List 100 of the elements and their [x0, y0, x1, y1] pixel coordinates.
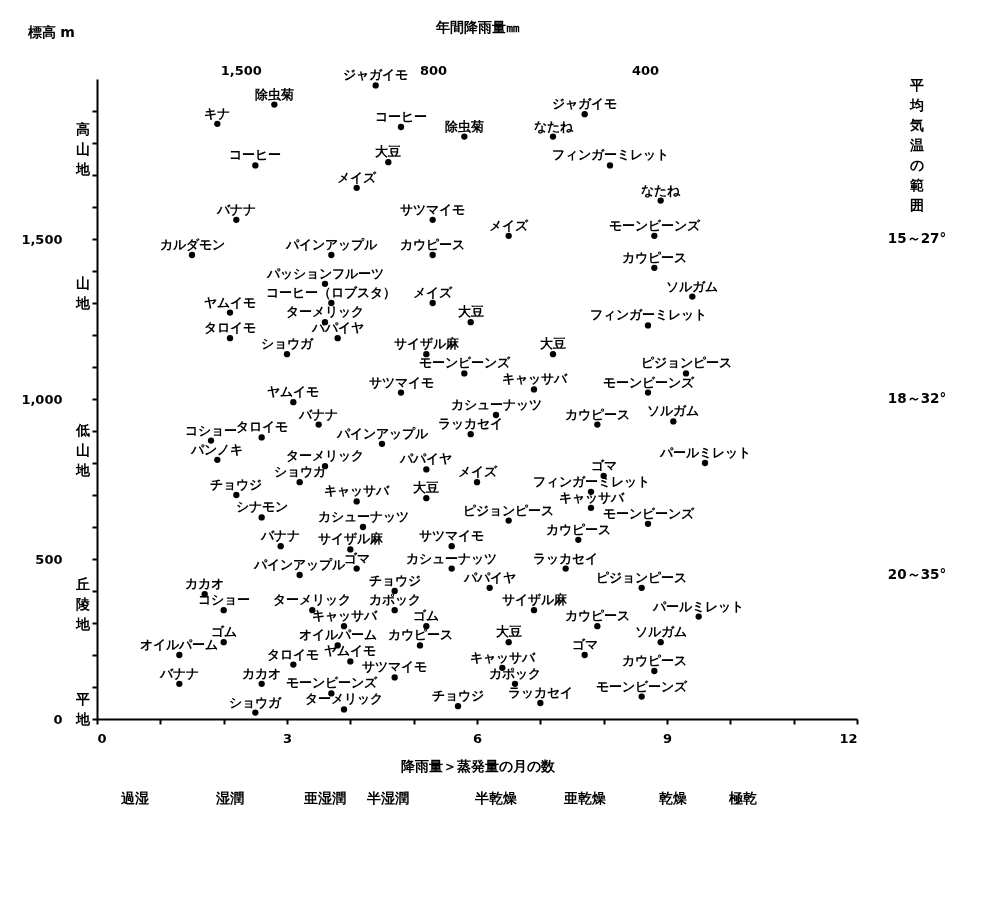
data-label: ゴム: [210, 624, 237, 640]
data-label: パールミレット: [652, 598, 745, 614]
text: 湿潤: [215, 790, 244, 806]
data-label: キャッサバ: [324, 483, 391, 499]
data-label: ソルガム: [647, 403, 700, 419]
data-label: サイザル麻: [501, 592, 568, 608]
y-tick-label: 1,000: [21, 391, 63, 407]
data-label: カカオ: [185, 576, 225, 592]
text: 20～35°: [887, 566, 947, 582]
data-label: パンノキ: [190, 441, 244, 457]
data-label: カウピース: [621, 653, 687, 668]
y-tick-label: 500: [35, 551, 63, 567]
data-label: フィンガーミレット: [551, 147, 669, 163]
data-label: カシューナッツ: [406, 550, 498, 566]
data-label: サイザル麻: [393, 336, 460, 352]
data-label: カカオ: [242, 665, 282, 681]
text: 亜湿潤: [303, 790, 346, 806]
x-tick-label: 6: [472, 730, 483, 746]
data-label: モーンビーンズ: [596, 678, 689, 694]
data-label: パインアップル: [335, 425, 429, 441]
data-label: ソルガム: [634, 624, 687, 640]
data-label: ターメリック: [286, 448, 364, 464]
x2-tick-label: 1,500: [220, 62, 262, 78]
data-label: バナナ: [260, 528, 301, 544]
data-label: キャッサバ: [311, 608, 378, 624]
data-label: キャッサバ: [469, 649, 536, 665]
data-label: モーンビーンズ: [285, 675, 378, 691]
data-label: ヤムイモ: [324, 643, 377, 659]
data-label: パパイヤ: [399, 451, 453, 467]
data-label: キャッサバ: [558, 489, 625, 505]
text: 平均気温の範囲: [909, 77, 924, 213]
data-label: チョウジ: [210, 477, 263, 492]
data-label: ラッカセイ: [507, 685, 573, 700]
data-label: なたね: [641, 182, 682, 198]
data-label: 大豆: [495, 624, 522, 640]
data-label: メイズ: [337, 169, 378, 185]
data-label: ラッカセイ: [533, 550, 599, 566]
data-label: 除虫菊: [444, 118, 484, 134]
data-label: ターメリック: [273, 592, 352, 608]
data-label: パパイヤ: [462, 569, 516, 585]
x-tick-label: 3: [282, 730, 293, 746]
x-tick-label: 0: [97, 730, 107, 746]
data-label: キャッサバ: [501, 371, 568, 387]
data-label: カシューナッツ: [450, 397, 542, 412]
data-label: バナナ: [215, 201, 256, 217]
data-label: サツマイモ: [368, 374, 434, 390]
x-axis-title: 降雨量＞蒸発量の月の数: [400, 757, 556, 774]
data-label: ショウガ: [261, 336, 314, 352]
data-label: ジャガイモ: [343, 67, 409, 83]
data-label: カウピース: [387, 627, 453, 643]
data-label: ヤムイモ: [267, 384, 320, 400]
data-label: シナモン: [235, 499, 288, 515]
data-label: サイザル麻: [317, 531, 384, 547]
data-label: メイズ: [489, 217, 530, 233]
data-label: フィンガーミレット: [589, 307, 707, 323]
x2-axis-title: 年間降雨量㎜: [434, 18, 520, 35]
data-label: カウピース: [545, 521, 611, 537]
data-label: カシューナッツ: [317, 509, 409, 524]
data-label: チョウジ: [368, 573, 421, 588]
data-label: 大豆: [375, 144, 402, 160]
data-label: カウピース: [564, 608, 630, 624]
data-label: コーヒー: [229, 147, 282, 163]
data-label: カルダモン: [159, 237, 225, 252]
data-label: キナ: [204, 105, 231, 121]
data-label: オイルパーム: [140, 637, 219, 652]
text: 半乾燥: [474, 790, 517, 806]
data-label: サツマイモ: [362, 659, 428, 675]
data-label: ジャガイモ: [552, 96, 618, 112]
data-label: ゴマ: [571, 637, 598, 652]
data-label: ピジョンピース: [463, 502, 555, 518]
data-label: 大豆: [413, 480, 440, 496]
data-label: パールミレット: [658, 445, 751, 460]
x-tick-label: 9: [662, 730, 673, 746]
text: 平地: [75, 690, 91, 727]
text: 乾燥: [659, 790, 688, 806]
data-label: ソルガム: [666, 278, 719, 294]
y-tick-label: 1,500: [21, 231, 63, 247]
text: 極乾: [728, 790, 757, 806]
text: 過湿: [120, 790, 149, 806]
x2-tick-label: 400: [631, 62, 660, 78]
data-label: オイルパーム: [298, 627, 377, 643]
x-tick-label: 12: [839, 730, 858, 746]
data-label: モーンビーンズ: [602, 505, 695, 521]
data-label: チョウジ: [432, 688, 484, 704]
text: 18～32°: [887, 390, 947, 406]
text: 半湿潤: [366, 790, 410, 806]
data-label: タロイモ: [204, 320, 256, 336]
data-label: カウピース: [564, 406, 630, 422]
text: 亜乾燥: [562, 790, 606, 806]
data-label: コショー: [185, 422, 237, 438]
text: 山地: [75, 274, 91, 311]
data-label: ラッカセイ: [438, 416, 504, 432]
data-label: カポック: [368, 592, 421, 608]
data-label: 大豆: [457, 304, 484, 320]
text: 高山地: [75, 121, 91, 178]
data-label: 大豆: [540, 336, 566, 352]
data-label: サツマイモ: [400, 201, 466, 217]
data-label: ターメリック: [286, 304, 364, 320]
data-label: パインアップル: [284, 237, 378, 252]
data-label: バナナ: [158, 665, 199, 681]
